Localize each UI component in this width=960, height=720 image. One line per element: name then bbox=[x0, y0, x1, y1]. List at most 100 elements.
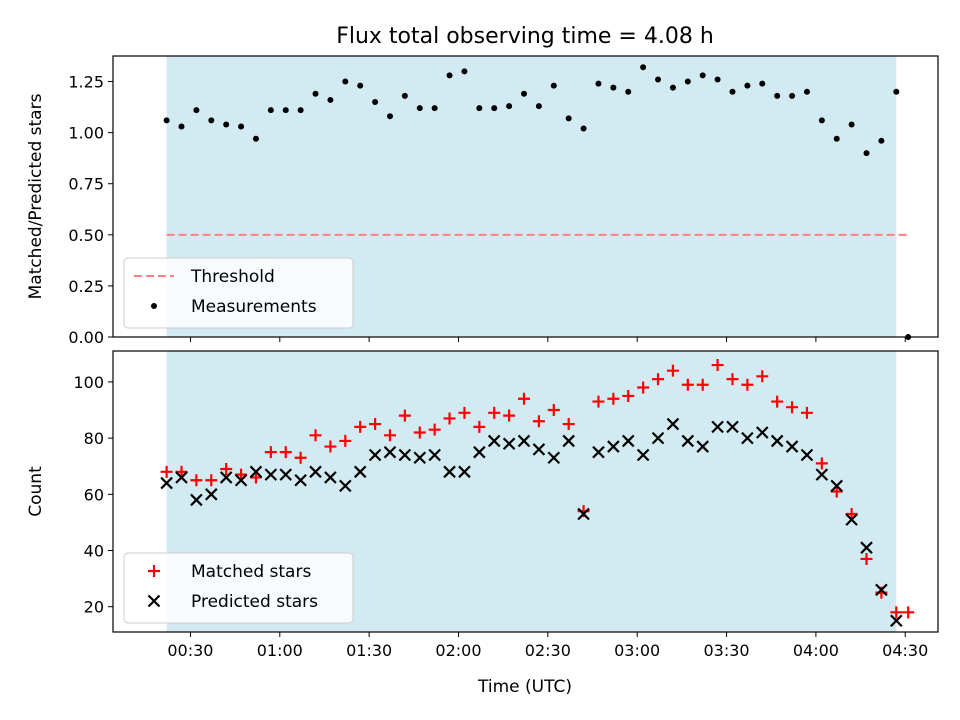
matched-star-point bbox=[175, 465, 188, 478]
predicted-star-point bbox=[532, 443, 546, 456]
matched-star-point bbox=[398, 409, 411, 422]
measurement-point bbox=[744, 82, 751, 89]
y-tick-label: 20 bbox=[84, 598, 104, 617]
y-tick-label: 0.25 bbox=[68, 277, 104, 296]
measurement-point bbox=[893, 88, 900, 95]
y-axis-label: Matched/Predicted stars bbox=[26, 93, 46, 299]
chart-title: Flux total observing time = 4.08 h bbox=[336, 24, 714, 49]
matched-star-point bbox=[547, 404, 560, 417]
predicted-star-point bbox=[696, 440, 709, 453]
measurement-point bbox=[312, 90, 319, 97]
predicted-star-point bbox=[398, 448, 412, 462]
count-panel: 20 40 60 80 100 00:30 01:00 01:30 02:00 02:30 03:0… bbox=[26, 350, 939, 660]
y-tick-label: 1.00 bbox=[68, 124, 104, 143]
matched-star-point bbox=[518, 392, 531, 405]
x-tick-label: 03:30 bbox=[703, 641, 749, 660]
predicted-star-point bbox=[756, 426, 769, 439]
legend-box bbox=[123, 257, 354, 329]
measurement-point bbox=[535, 103, 542, 110]
predicted-star-point bbox=[681, 434, 695, 448]
y-axis-label: Count bbox=[26, 466, 46, 517]
y-tick-label: 0.00 bbox=[68, 328, 104, 347]
predicted-star-point bbox=[160, 476, 173, 490]
matched-star-point bbox=[815, 457, 828, 470]
predicted-star-point bbox=[770, 434, 784, 448]
measurement-point bbox=[401, 92, 408, 99]
predicted-star-point bbox=[413, 451, 427, 465]
y-tick-label: 100 bbox=[73, 373, 104, 392]
measurement-point bbox=[655, 76, 662, 83]
matched-star-point bbox=[681, 378, 694, 391]
legend-matched-swatch bbox=[148, 565, 160, 577]
matched-star-point bbox=[652, 373, 665, 386]
matched-star-point bbox=[711, 359, 724, 372]
predicted-star-point bbox=[368, 448, 382, 462]
measurement-point bbox=[625, 88, 632, 95]
legend-measurement-swatch bbox=[151, 303, 157, 309]
predicted-star-point bbox=[517, 434, 531, 448]
axes-frame bbox=[112, 55, 939, 338]
predicted-star-point bbox=[607, 440, 620, 453]
predicted-star-point bbox=[353, 465, 367, 479]
x-tick-label: 00:30 bbox=[167, 641, 213, 660]
matched-star-point bbox=[488, 406, 501, 419]
ratio-panel: 0.00 0.25 0.50 0.75 1.00 1.25 Matched/Predicte… bbox=[26, 55, 939, 347]
measurement-point bbox=[818, 117, 825, 124]
matched-star-point bbox=[160, 465, 173, 478]
matched-star-point bbox=[294, 451, 307, 464]
measurement-point bbox=[580, 125, 587, 132]
matched-star-point bbox=[637, 381, 650, 394]
x-tick-label: 03:00 bbox=[614, 641, 660, 660]
y-tick-label: 60 bbox=[84, 485, 104, 504]
measurement-point bbox=[684, 78, 691, 85]
measurement-point bbox=[342, 78, 349, 85]
measurement-point bbox=[610, 84, 617, 91]
predicted-star-point bbox=[264, 468, 278, 481]
matched-star-point bbox=[190, 474, 203, 487]
predicted-star-point bbox=[651, 431, 665, 445]
predicted-star-point bbox=[473, 445, 486, 459]
measurement-point bbox=[386, 113, 393, 120]
predicted-star-point bbox=[890, 614, 903, 628]
predicted-star-point bbox=[428, 448, 441, 462]
predicted-star-point bbox=[234, 473, 248, 487]
measurement-point bbox=[699, 72, 706, 79]
predicted-star-point bbox=[800, 448, 814, 462]
measurement-point bbox=[267, 107, 274, 114]
matched-star-point bbox=[503, 409, 516, 422]
predicted-star-point bbox=[860, 541, 873, 554]
matched-star-point bbox=[890, 606, 903, 619]
predicted-star-point bbox=[219, 471, 233, 484]
predicted-star-point bbox=[815, 468, 829, 481]
matched-star-point bbox=[622, 389, 635, 402]
matched-star-point bbox=[249, 471, 262, 484]
matched-star-point bbox=[235, 468, 248, 481]
measurement-point bbox=[878, 137, 885, 144]
legend-item-label: Matched stars bbox=[191, 562, 311, 582]
matched-star-point bbox=[741, 378, 754, 391]
predicted-star-point bbox=[636, 448, 650, 462]
predicted-star-point bbox=[294, 473, 307, 487]
matched-star-point bbox=[309, 429, 322, 442]
predicted-star-point bbox=[562, 434, 575, 448]
matched-star-point bbox=[592, 395, 605, 408]
measurement-point bbox=[252, 135, 259, 142]
measurement-point bbox=[163, 117, 170, 124]
matched-star-point bbox=[473, 420, 486, 433]
measurement-point bbox=[595, 80, 602, 87]
measurement-point bbox=[803, 88, 810, 95]
matched-star-point bbox=[771, 395, 784, 408]
measurement-point bbox=[833, 135, 840, 142]
matched-star-point bbox=[220, 463, 233, 476]
measurement-point bbox=[759, 80, 766, 87]
axes-frame bbox=[112, 350, 939, 633]
x-tick-label: 04:00 bbox=[793, 641, 839, 660]
predicted-star-point bbox=[845, 513, 858, 526]
matched-star-point bbox=[860, 552, 873, 565]
predicted-star-point bbox=[339, 479, 352, 493]
measurement-point bbox=[848, 121, 855, 128]
x-axis-label: Time (UTC) bbox=[477, 677, 572, 697]
legend-predicted-swatch bbox=[147, 594, 161, 608]
measurement-point bbox=[714, 76, 721, 83]
predicted-star-point bbox=[190, 493, 203, 507]
